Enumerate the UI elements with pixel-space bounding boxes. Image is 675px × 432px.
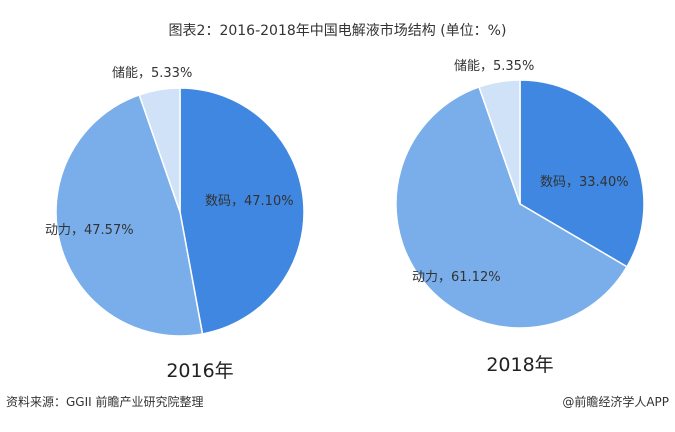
pie-1-label-storage: 储能，5.35% [454, 59, 534, 74]
source-note: 资料来源：GGII 前瞻产业研究院整理 [6, 395, 204, 409]
pie-0-label-power: 动力，47.57% [45, 223, 134, 238]
pie-2016-title: 2016年 [166, 360, 234, 382]
pie-1-slice-power [395, 86, 628, 329]
pie-0-slice-power [55, 93, 204, 337]
pie-1-label-digital: 数码，33.40% [540, 175, 629, 190]
pie-1-slice-digital [519, 79, 645, 268]
pie-2018: 数码，33.40% 动力，61.12% 储能，5.35% [395, 59, 645, 329]
pie-0-slice-storage [138, 87, 181, 213]
pie-1-label-power: 动力，61.12% [412, 270, 501, 285]
pie-0-label-storage: 储能，5.33% [112, 66, 192, 81]
pie-2018-title: 2018年 [486, 354, 554, 376]
pie-1-slice-storage [478, 79, 521, 205]
pie-0-label-digital: 数码，47.10% [205, 194, 294, 209]
pie-2016: 数码，47.10% 动力，47.57% 储能，5.33% [45, 66, 305, 337]
pie-0-slice-digital [179, 87, 305, 335]
credit-note: @前瞻经济学人APP [562, 395, 669, 409]
chart-title: 图表2：2016-2018年中国电解液市场结构 (单位：%) [168, 23, 507, 39]
